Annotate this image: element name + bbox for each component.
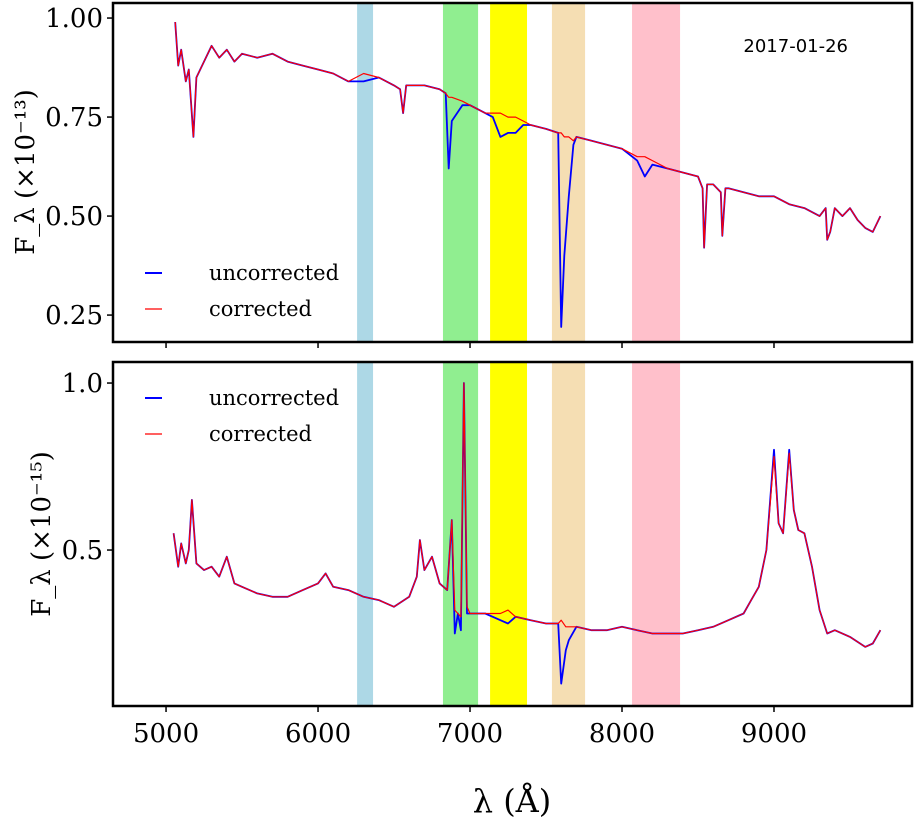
y-tick-label: 1.00 <box>45 4 103 34</box>
pink-band <box>632 362 681 706</box>
pink-band <box>632 3 681 342</box>
y-tick-label: 0.75 <box>45 103 103 133</box>
legend-label-uncorrected: uncorrected <box>209 386 339 410</box>
green-band <box>442 362 479 706</box>
x-tick-label: 8000 <box>589 719 655 749</box>
yellow-band <box>490 3 528 342</box>
top-y-axis-label: F_λ (×10⁻¹³) <box>11 89 41 255</box>
top-panel: 0.25 0.50 0.75 1.00 uncorrected corrected <box>45 1 914 348</box>
x-tick-label: 7000 <box>437 719 503 749</box>
legend-label-uncorrected: uncorrected <box>209 261 339 285</box>
y-tick-label: 0.25 <box>45 301 103 331</box>
x-tick-label: 9000 <box>741 719 807 749</box>
x-tick-label: 5000 <box>133 719 199 749</box>
date-annotation: 2017-01-26 <box>743 36 848 57</box>
bottom-y-axis-label: F_λ (×10⁻¹⁵) <box>27 451 57 617</box>
plot-frame <box>111 1 914 344</box>
bottom-panel: 5000 6000 7000 8000 9000 0.5 1.0 uncorrected cor… <box>62 360 914 749</box>
y-tick-label: 0.5 <box>62 536 103 566</box>
plot-frame <box>111 360 914 708</box>
x-axis-label: λ (Å) <box>473 782 552 820</box>
legend-label-corrected: corrected <box>209 297 312 321</box>
green-band <box>442 3 479 342</box>
blue-band <box>357 362 374 706</box>
series-line-corrected <box>173 382 881 648</box>
y-tick-label: 0.50 <box>45 202 103 232</box>
series-line-corrected <box>174 21 881 249</box>
tan-band <box>551 3 586 342</box>
yellow-band <box>490 362 528 706</box>
x-tick-label: 6000 <box>285 719 351 749</box>
legend-label-corrected: corrected <box>209 422 312 446</box>
tan-band <box>551 362 586 706</box>
blue-band <box>357 3 374 342</box>
y-tick-label: 1.0 <box>62 369 103 399</box>
